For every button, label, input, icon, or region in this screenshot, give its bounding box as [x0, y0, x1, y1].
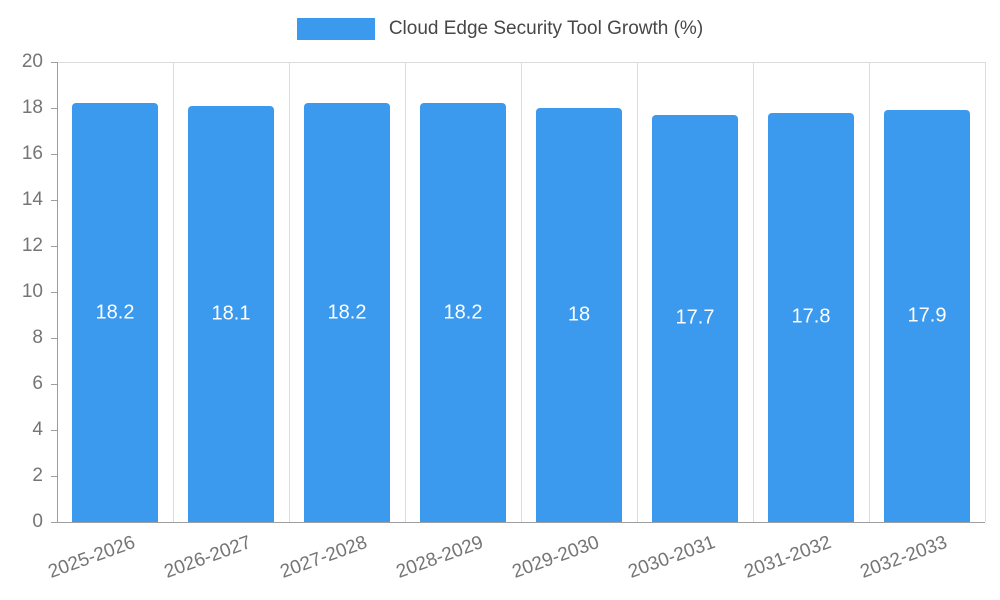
vertical-gridline: [521, 62, 522, 522]
bar[interactable]: [884, 110, 970, 522]
y-tick-mark: [51, 338, 57, 339]
vertical-gridline: [637, 62, 638, 522]
bar[interactable]: [72, 103, 158, 522]
y-tick-mark: [51, 154, 57, 155]
bar-value-label: 18.2: [327, 301, 367, 324]
y-tick-label: 4: [32, 419, 43, 440]
vertical-gridline: [869, 62, 870, 522]
bar-value-label: 18.1: [211, 302, 251, 325]
y-tick-mark: [51, 522, 57, 523]
bar-value-label: 17.7: [675, 306, 715, 329]
y-tick-label: 2: [32, 465, 43, 486]
y-tick-mark: [51, 430, 57, 431]
y-tick-label: 20: [21, 51, 43, 72]
x-tick-label: 2029-2030: [509, 532, 603, 583]
y-tick-label: 18: [21, 97, 43, 118]
x-tick-label: 2026-2027: [161, 532, 255, 583]
chart-title: Cloud Edge Security Tool Growth (%): [388, 18, 704, 39]
y-tick-label: 8: [32, 327, 43, 348]
y-tick-mark: [51, 476, 57, 477]
x-tick-label: 2032-2033: [857, 532, 951, 583]
vertical-gridline: [405, 62, 406, 522]
vertical-gridline: [173, 62, 174, 522]
y-tick-mark: [51, 108, 57, 109]
y-tick-mark: [51, 384, 57, 385]
bar-value-label: 18: [567, 303, 591, 326]
x-tick-label: 2031-2032: [741, 532, 835, 583]
vertical-gridline: [289, 62, 290, 522]
plot-area: 0 2 4 6 8 10 12 14 16 18 20 18.2 2025-2026 18.1 2026-2…: [22, 51, 986, 583]
chart-legend[interactable]: Cloud Edge Security Tool Growth (%): [0, 18, 1000, 40]
legend-swatch[interactable]: [296, 18, 375, 40]
y-axis-line: [57, 62, 58, 522]
y-tick-label: 12: [21, 235, 43, 256]
y-tick-label: 16: [21, 143, 43, 164]
y-tick-mark: [51, 292, 57, 293]
vertical-gridline: [753, 62, 754, 522]
bar[interactable]: [768, 112, 854, 522]
bar[interactable]: [188, 105, 274, 522]
y-tick-mark: [51, 200, 57, 201]
bar[interactable]: [536, 108, 622, 522]
bar[interactable]: [304, 103, 390, 522]
bar[interactable]: [652, 114, 738, 522]
y-tick-label: 0: [32, 511, 43, 532]
x-axis-line: [57, 522, 985, 523]
bar-value-label: 18.2: [443, 301, 483, 324]
x-tick-label: 2025-2026: [45, 532, 139, 583]
bar-value-label: 17.8: [791, 305, 831, 328]
x-tick-label: 2027-2028: [277, 532, 371, 583]
bar-value-label: 18.2: [95, 301, 135, 324]
y-tick-mark: [51, 246, 57, 247]
y-tick-label: 6: [32, 373, 43, 394]
vertical-gridline: [985, 62, 986, 522]
bar-value-label: 17.9: [907, 304, 947, 327]
y-tick-label: 10: [21, 281, 43, 302]
bar[interactable]: [420, 103, 506, 522]
x-tick-label: 2028-2029: [393, 532, 487, 583]
y-tick-label: 14: [21, 189, 43, 210]
x-tick-label: 2030-2031: [625, 532, 719, 583]
y-tick-mark: [51, 62, 57, 63]
